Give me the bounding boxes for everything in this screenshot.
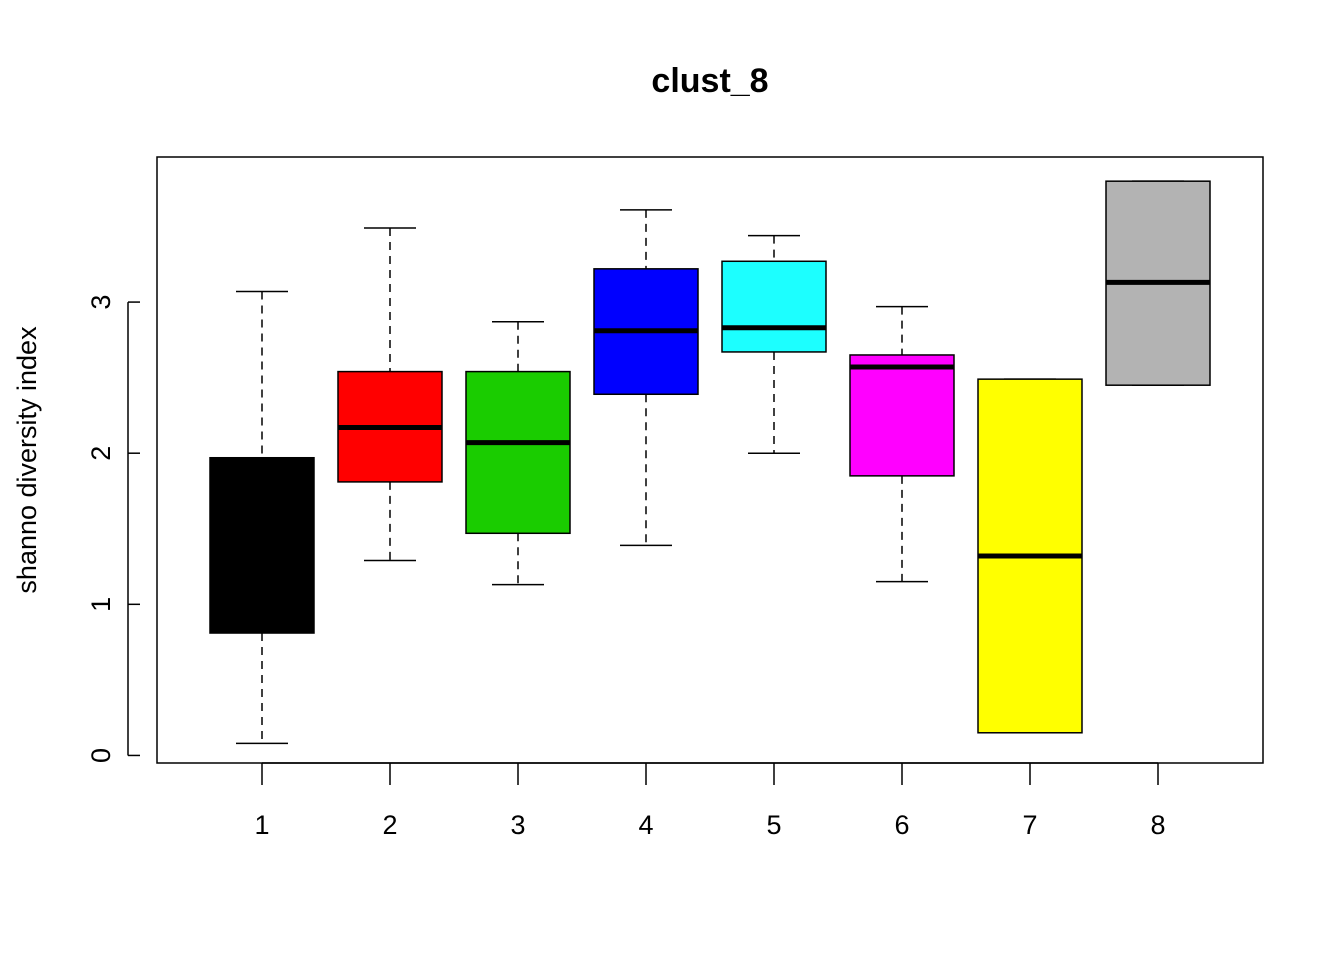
box-5 — [721, 234, 827, 454]
x-axis: 1 2 3 4 5 6 7 8 — [254, 762, 1166, 840]
box-7 — [977, 378, 1083, 734]
y-axis-label: shanno diversity index — [12, 326, 42, 594]
y-tick-label: 0 — [86, 748, 116, 763]
y-tick-label: 3 — [86, 295, 116, 310]
y-tick-label: 2 — [86, 446, 116, 461]
plot-frame — [156, 156, 1264, 764]
x-tick-label: 2 — [382, 810, 397, 840]
x-tick-label: 8 — [1150, 810, 1165, 840]
x-tick-label: 3 — [510, 810, 525, 840]
boxes — [209, 180, 1211, 745]
box-3 — [465, 320, 571, 586]
x-tick-label: 5 — [766, 810, 781, 840]
x-tick-label: 6 — [894, 810, 909, 840]
y-tick-label: 1 — [86, 597, 116, 612]
box-4 — [593, 209, 699, 547]
box-body — [465, 370, 571, 535]
box-body — [209, 456, 315, 634]
box-body — [721, 260, 827, 353]
x-tick-label: 7 — [1022, 810, 1037, 840]
box-body — [849, 354, 955, 477]
x-tick-label: 1 — [254, 810, 269, 840]
box-1 — [209, 290, 315, 745]
box-2 — [337, 227, 443, 562]
x-tick-label: 4 — [638, 810, 653, 840]
chart-title: clust_8 — [651, 62, 768, 100]
box-6 — [849, 305, 955, 583]
box-8 — [1105, 180, 1211, 386]
y-axis: 0 1 2 3 — [86, 295, 140, 763]
